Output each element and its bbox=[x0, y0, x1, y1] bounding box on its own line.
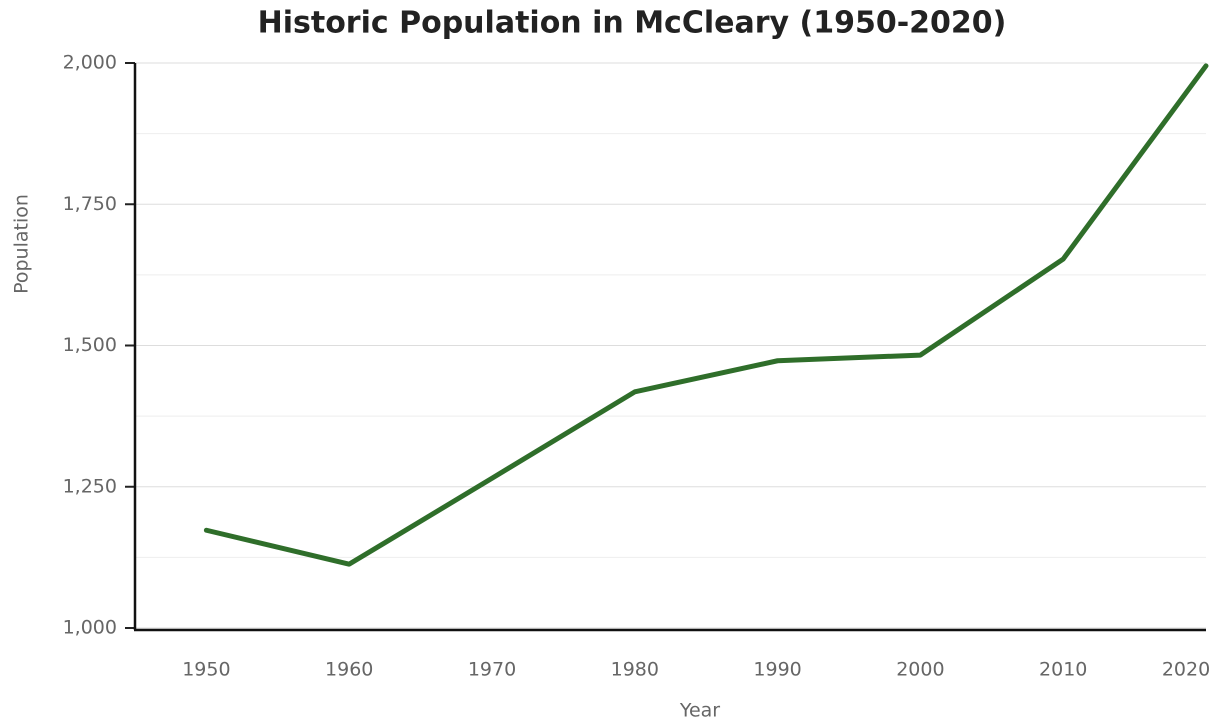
line bbox=[203, 63, 1209, 567]
y-tick-label: 1,500 bbox=[63, 334, 117, 356]
x-tick-label: 2010 bbox=[1039, 659, 1087, 681]
x-tick-label: 2020 bbox=[1162, 659, 1210, 681]
y-tick-label: 1,250 bbox=[63, 475, 117, 497]
y-tick-label: 1,750 bbox=[63, 193, 117, 215]
y-tick-label: 2,000 bbox=[63, 52, 117, 74]
y-tick-label: 1,000 bbox=[63, 617, 117, 639]
x-tick-label: 1950 bbox=[182, 659, 230, 681]
x-tick-label: 1960 bbox=[325, 659, 373, 681]
x-tick-label: 2000 bbox=[896, 659, 944, 681]
y-axis-label: Population bbox=[11, 194, 33, 294]
x-tick-label: 1970 bbox=[468, 659, 516, 681]
x-axis-label: Year bbox=[679, 700, 720, 722]
x-tick-label: 1980 bbox=[611, 659, 659, 681]
chart-title: Historic Population in McCleary (1950-20… bbox=[258, 6, 1007, 41]
x-tick-label: 1990 bbox=[753, 659, 801, 681]
